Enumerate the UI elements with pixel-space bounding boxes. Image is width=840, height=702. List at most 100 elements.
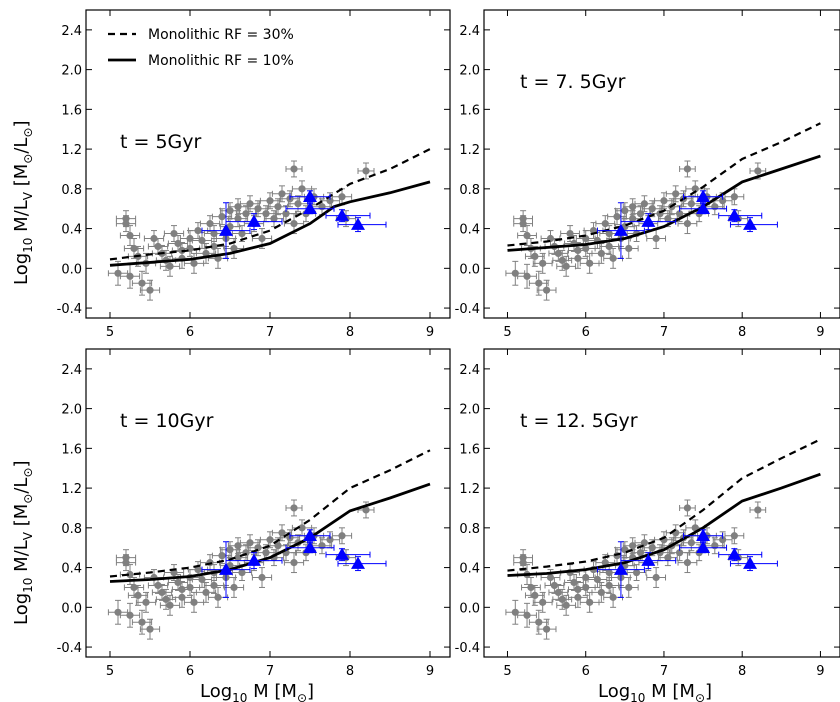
- gray-data-point: [107, 599, 129, 625]
- gray-data-point: [528, 609, 549, 635]
- blue-triangle-point: [718, 547, 763, 562]
- gray-data-point: [548, 583, 569, 601]
- y-tick-label: 0.4: [459, 223, 480, 238]
- gray-data-point: [579, 591, 600, 613]
- y-tick-label: 2.4: [459, 363, 480, 378]
- y-tick-label: 2.4: [61, 24, 82, 39]
- gray-data-point: [223, 238, 245, 259]
- model-line-rf10: [109, 482, 431, 583]
- gray-data-point: [131, 609, 153, 635]
- blue-triangle-point: [683, 189, 724, 204]
- x-tick-label: 9: [816, 325, 824, 340]
- gray-data-point: [603, 247, 623, 269]
- gray-data-point: [679, 499, 696, 517]
- x-tick-label: 9: [816, 664, 824, 679]
- gray-data-point: [199, 215, 221, 233]
- panel-time-label: t = 5Gyr: [120, 131, 202, 153]
- y-tick-label: 1.2: [459, 143, 480, 158]
- x-tick-label: 5: [503, 325, 511, 340]
- y-tick-label: 0.0: [459, 262, 480, 277]
- gray-data-point: [724, 527, 745, 545]
- blue-triangle-point: [718, 208, 763, 223]
- x-tick-label: 6: [582, 664, 590, 679]
- gray-data-point: [618, 577, 639, 598]
- gray-data-point: [207, 586, 229, 608]
- gray-data-point: [564, 574, 584, 591]
- panel-time-label: t = 10Gyr: [120, 410, 214, 432]
- y-tick-label: 0.4: [61, 562, 82, 577]
- panel-t-7-5gyr: 5 6 7 8 9 -0.4 0.0 0.4 0.8 1.2 1.6 2.0 2.4 t = 7. 5Gy…: [455, 9, 840, 340]
- blue-triangle-point: [683, 528, 724, 543]
- gray-data-point: [505, 260, 526, 286]
- gray-data-point: [255, 205, 277, 223]
- model-line-rf10: [507, 154, 821, 252]
- gray-data-point: [749, 501, 767, 519]
- gray-data-point: [517, 263, 537, 289]
- y-tick-label: 0.8: [459, 522, 480, 537]
- panel-time-label: t = 12. 5Gyr: [520, 410, 638, 432]
- plot-area: [107, 148, 431, 301]
- model-line-rf30: [109, 148, 431, 261]
- y-axis-title-top: Log10 M/LV [M⊙/L⊙]: [11, 120, 35, 285]
- gray-data-point: [331, 527, 353, 545]
- y-tick-label: 0.8: [61, 522, 82, 537]
- gray-data-point: [135, 591, 157, 613]
- x-tick-label: 8: [738, 664, 746, 679]
- gray-data-point: [536, 279, 557, 301]
- gray-data-point: [171, 586, 193, 608]
- blue-triangle-point: [325, 208, 371, 223]
- x-tick-label: 5: [106, 664, 114, 679]
- gray-data-point: [749, 162, 767, 180]
- gray-data-point: [123, 238, 145, 259]
- y-tick-label: 0.0: [459, 601, 480, 616]
- gray-data-point: [331, 188, 353, 206]
- y-tick-label: 2.4: [459, 24, 480, 39]
- y-tick-label: 2.0: [61, 403, 82, 418]
- y-tick-label: 0.0: [61, 262, 82, 277]
- blue-triangle-point: [337, 217, 387, 233]
- gray-data-point: [552, 588, 573, 610]
- plot-area: [505, 122, 821, 301]
- blue-triangle-point: [325, 547, 371, 562]
- gray-data-point: [223, 577, 245, 598]
- gray-data-point: [231, 564, 253, 581]
- x-tick-label: 7: [660, 664, 668, 679]
- blue-triangle-point: [225, 552, 283, 570]
- blue-triangle-point: [201, 541, 251, 598]
- y-tick-label: 0.8: [459, 183, 480, 198]
- blue-triangle-point: [679, 201, 728, 215]
- y-tick-label: 1.6: [459, 103, 480, 118]
- y-tick-label: 1.2: [459, 482, 480, 497]
- blue-triangle-point: [337, 556, 387, 572]
- gray-data-point: [357, 501, 375, 519]
- model-line-rf30: [507, 438, 821, 572]
- x-tick-label: 6: [186, 325, 194, 340]
- y-tick-label: 0.0: [61, 601, 82, 616]
- blue-triangle-point: [596, 202, 645, 259]
- model-line-rf10: [507, 472, 821, 577]
- gray-data-point: [127, 584, 149, 606]
- gray-data-point: [556, 255, 577, 277]
- blue-triangle-point: [620, 213, 677, 231]
- gray-data-point: [271, 185, 293, 203]
- plot-area: [505, 438, 821, 640]
- gray-data-point: [159, 255, 181, 277]
- blue-triangle-point: [285, 201, 335, 215]
- gray-data-point: [677, 213, 698, 235]
- gray-data-point: [357, 162, 375, 180]
- gray-data-point: [119, 602, 141, 628]
- gray-data-point: [139, 279, 161, 301]
- x-tick-label: 8: [346, 664, 354, 679]
- panel-t-10gyr: 5 6 7 8 9 -0.4 0.0 0.4 0.8 1.2 1.6 2.0 2.4 t = 10Gyr: [57, 348, 451, 679]
- y-tick-label: 1.6: [61, 103, 82, 118]
- y-tick-label: 0.8: [61, 183, 82, 198]
- gray-data-point: [599, 238, 620, 255]
- gray-data-point: [568, 247, 588, 269]
- y-tick-label: -0.4: [455, 641, 480, 656]
- gray-data-point: [524, 245, 545, 267]
- blue-triangle-point: [289, 189, 331, 204]
- gray-data-point: [599, 577, 620, 594]
- gray-data-point: [251, 567, 273, 588]
- y-tick-label: 2.4: [61, 363, 82, 378]
